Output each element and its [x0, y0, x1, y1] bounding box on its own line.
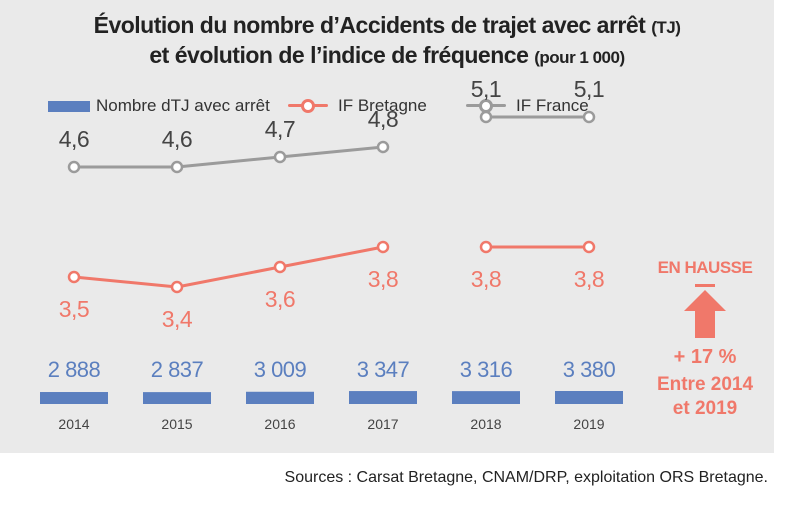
legend-line-bretagne-swatch	[288, 99, 328, 113]
trend-note-period-2: et 2019	[672, 398, 738, 419]
x-tick-label-2019: 2019	[573, 416, 604, 432]
chart-title-line-2: et évolution de l’indice de fréquence (p…	[0, 42, 774, 69]
chart-title-main-1: Évolution du nombre d’Accidents de traje…	[93, 12, 646, 38]
x-tick-label-2014: 2014	[58, 416, 89, 432]
bar-value-label-2015: 2 837	[151, 357, 204, 382]
if-france-point-2017	[376, 140, 390, 154]
if-france-value-label-2014: 4,6	[59, 126, 89, 152]
x-tick-label-2015: 2015	[161, 416, 192, 432]
if-bretagne-line-segment-1	[72, 245, 385, 289]
if-bretagne-point-2017	[376, 240, 390, 254]
if-bretagne-point-2019	[582, 240, 596, 254]
trend-note-period-1: Entre 2014	[656, 374, 754, 395]
x-tick-label-2016: 2016	[264, 416, 295, 432]
bar-2018	[452, 391, 520, 404]
if-france-line-segment-1	[72, 145, 385, 169]
bar-value-label-2017: 3 347	[357, 357, 410, 382]
if-france-value-label-2017: 4,8	[368, 106, 398, 132]
if-bretagne-point-2016	[273, 260, 287, 274]
chart-title-main-2: et évolution de l’indice de fréquence	[149, 42, 529, 68]
if-bretagne-value-label-2016: 3,6	[265, 286, 295, 312]
trend-note-title: EN HAUSSE	[657, 258, 753, 277]
chart-plot: 2 888 2014 2 837 2015 3 009 2016 3 347 2017 3 31…	[40, 76, 623, 432]
if-france-point-2015	[170, 160, 184, 174]
bar-value-label-2018: 3 316	[460, 357, 513, 382]
bar-value-label-2014: 2 888	[48, 357, 101, 382]
bar-2014	[40, 392, 108, 404]
trend-note-percentage: + 17 %	[673, 346, 737, 368]
if-france-value-label-2016: 4,7	[265, 116, 295, 142]
up-arrow-icon	[684, 284, 726, 338]
legend-label-france: IF France	[516, 96, 589, 115]
source-note: Sources : Carsat Bretagne, CNAM/DRP, exp…	[284, 469, 768, 486]
if-bretagne-point-2014	[67, 270, 81, 284]
if-bretagne-value-label-2015: 3,4	[162, 306, 193, 332]
if-france-value-label-2018: 5,1	[471, 76, 501, 102]
legend-label-bretagne: IF Bretagne	[338, 96, 427, 115]
legend-item-bretagne: IF Bretagne	[288, 94, 427, 118]
chart-panel	[0, 0, 774, 453]
bar-2019	[555, 391, 623, 404]
legend-label-bars: Nombre dTJ avec arrêt	[96, 96, 270, 115]
if-france-value-label-2019: 5,1	[574, 76, 604, 102]
chart-title-suffix-2: (pour 1 000)	[534, 48, 625, 67]
bar-2016	[246, 391, 314, 404]
chart-title-suffix-1: (TJ)	[651, 18, 681, 37]
if-bretagne-value-label-2018: 3,8	[471, 266, 501, 292]
legend: Nombre dTJ avec arrêt IF Bretagne IF Fra…	[48, 94, 768, 118]
if-france-value-label-2015: 4,6	[162, 126, 192, 152]
if-bretagne-point-2018	[479, 240, 493, 254]
legend-item-bars: Nombre dTJ avec arrêt	[48, 94, 270, 118]
x-tick-label-2018: 2018	[470, 416, 501, 432]
bar-2017	[349, 391, 417, 404]
chart-title-line-1: Évolution du nombre d’Accidents de traje…	[0, 12, 774, 39]
if-france-point-2016	[273, 150, 287, 164]
legend-line-france-swatch	[466, 99, 506, 113]
if-bretagne-point-2015	[170, 280, 184, 294]
if-bretagne-value-label-2014: 3,5	[59, 296, 89, 322]
legend-bar-swatch	[48, 100, 90, 112]
trend-note: EN HAUSSE + 17 % Entre 2014 et 2019	[640, 258, 770, 428]
if-bretagne-value-label-2017: 3,8	[368, 266, 398, 292]
x-tick-label-2017: 2017	[367, 416, 398, 432]
bar-value-label-2016: 3 009	[254, 357, 307, 382]
if-france-point-2014	[67, 160, 81, 174]
if-france-point-2018	[479, 110, 493, 124]
legend-item-france: IF France	[466, 94, 589, 118]
if-france-point-2019	[582, 110, 596, 124]
bar-value-label-2019: 3 380	[563, 357, 616, 382]
if-bretagne-value-label-2019: 3,8	[574, 266, 604, 292]
bar-2015	[143, 392, 211, 404]
